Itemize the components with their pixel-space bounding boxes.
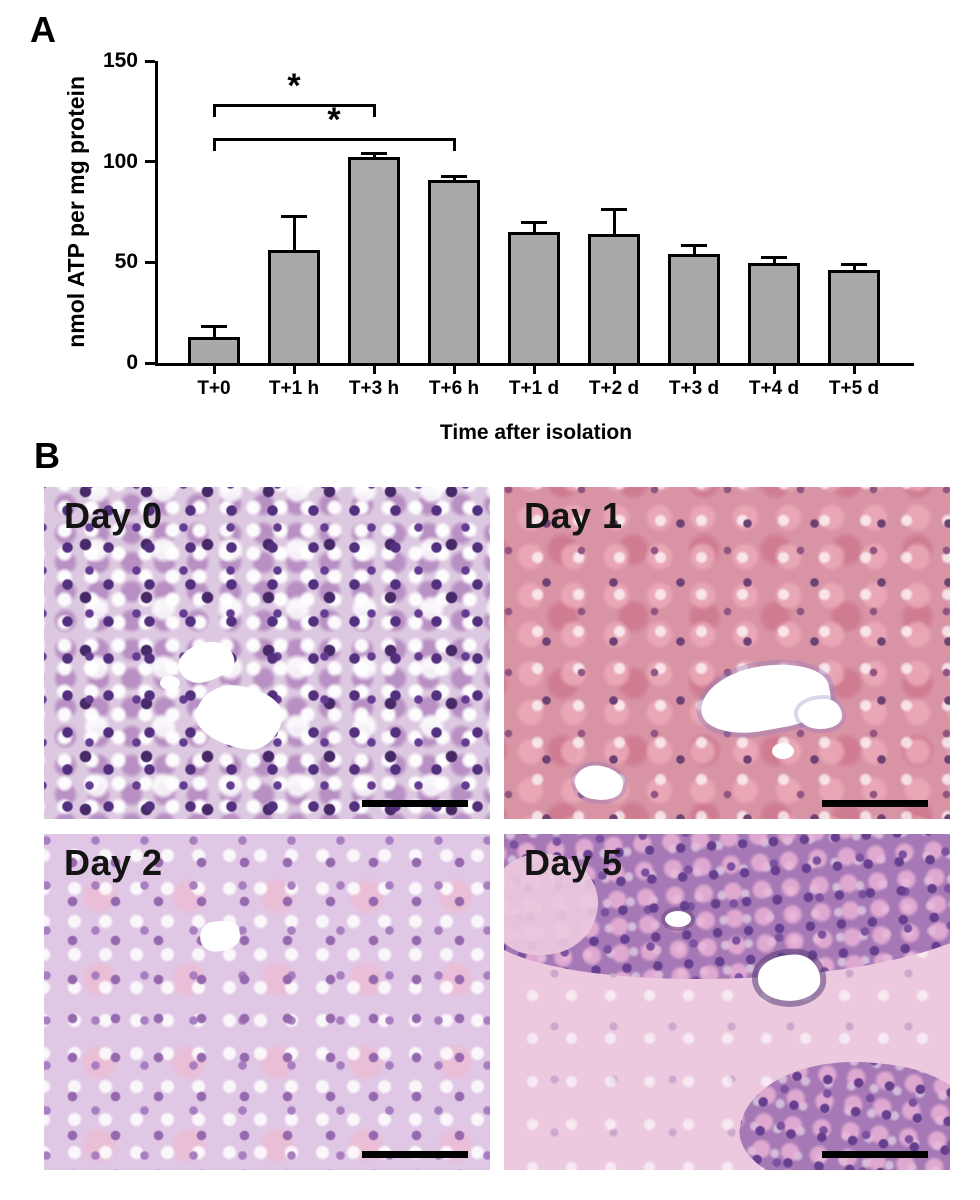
x-axis-tick [212,366,216,374]
bar [748,263,800,363]
significance-bracket [212,137,456,141]
x-axis-tick-label: T+3 h [348,378,400,399]
y-axis-title-text: nmol ATP per mg protein [63,76,89,348]
x-axis-tick [292,366,296,374]
y-axis-title: nmol ATP per mg protein [62,61,90,363]
error-bar [292,216,296,251]
significance-asterisk: * [287,67,301,106]
x-axis-tick-label: T+1 h [268,378,320,399]
x-axis-tick [612,366,616,374]
histology-image-day-0: Day 0 [44,487,490,819]
bar [668,254,720,363]
y-axis-tick-label: 100 [102,149,138,173]
bar [348,156,400,363]
y-axis-tick-label: 0 [126,351,138,374]
error-bar-cap [681,243,707,247]
x-axis-tick [852,366,856,374]
x-axis-tick-label: T+6 h [428,378,480,399]
error-bar [612,209,616,235]
image-label: Day 2 [64,842,163,883]
y-axis-tick-label: 50 [114,250,138,274]
y-axis-tick [145,160,155,164]
significance-bracket [212,104,376,108]
vessel-blob [572,761,627,805]
panel-a-label: A [30,9,56,50]
bar [508,232,560,363]
error-bar [532,222,536,233]
bar [268,250,320,363]
error-bar [772,257,776,264]
x-axis-title: Time after isolation [439,421,633,444]
bar [828,270,880,363]
y-axis-tick [145,361,155,365]
x-axis-tick [772,366,776,374]
error-bar-cap [761,255,787,259]
vessel-blob [798,699,843,730]
vessel-blob [664,911,691,928]
y-axis-tick [145,59,155,63]
pale-tissue-patch [504,854,598,955]
x-axis-tick-label: T+3 d [668,378,720,399]
error-bar-cap [361,152,387,156]
significance-bracket-end [372,104,376,118]
bar [188,336,240,363]
x-axis-tick [532,366,536,374]
histology-image-day-1: Day 1 [504,487,950,819]
x-axis-tick [692,366,696,374]
scale-bar [822,1151,928,1158]
x-axis-tick-label: T+0 [197,378,231,399]
image-label: Day 0 [64,495,163,536]
vessel-blob [198,918,242,954]
histology-image-day-2: Day 2 [44,834,490,1170]
significance-bracket-end [212,104,216,118]
error-bar [452,176,456,180]
error-bar-cap [601,208,627,212]
vessel-blob [771,742,794,759]
vessel-blob [173,636,238,688]
error-bar [692,245,696,255]
image-label: Day 5 [524,842,623,883]
scale-bar [362,1151,468,1158]
x-axis-tick-label: T+1 d [508,378,560,399]
bar [588,234,640,363]
x-axis-tick [372,366,376,374]
vessel-blob [191,680,286,754]
y-axis-tick-label: 150 [102,49,138,72]
y-axis-tick [145,260,155,264]
scale-bar [822,800,928,807]
vessel-blob [159,676,180,691]
error-bar-cap [281,214,307,218]
image-label: Day 1 [524,495,623,536]
plot-area: nmol ATP per mg protein Time after isola… [63,49,914,444]
error-bar [212,326,216,337]
scale-bar [362,800,468,807]
histology-image-day-5: Day 5 [504,834,950,1170]
x-axis-tick-label: T+4 d [748,378,800,399]
significance-bracket-end [212,137,216,151]
error-bar-cap [841,262,867,266]
x-axis-tick [452,366,456,374]
error-bar-cap [201,325,227,329]
error-bar [372,153,376,157]
panel-b-label: B [34,435,60,476]
error-bar [852,264,856,271]
significance-bracket-end [452,137,456,151]
bar [428,179,480,363]
error-bar-cap [441,175,467,179]
error-bar-cap [521,220,547,224]
x-axis-tick-label: T+5 d [828,378,880,399]
x-axis-tick-label: T+2 d [588,378,640,399]
significance-asterisk: * [327,100,341,139]
